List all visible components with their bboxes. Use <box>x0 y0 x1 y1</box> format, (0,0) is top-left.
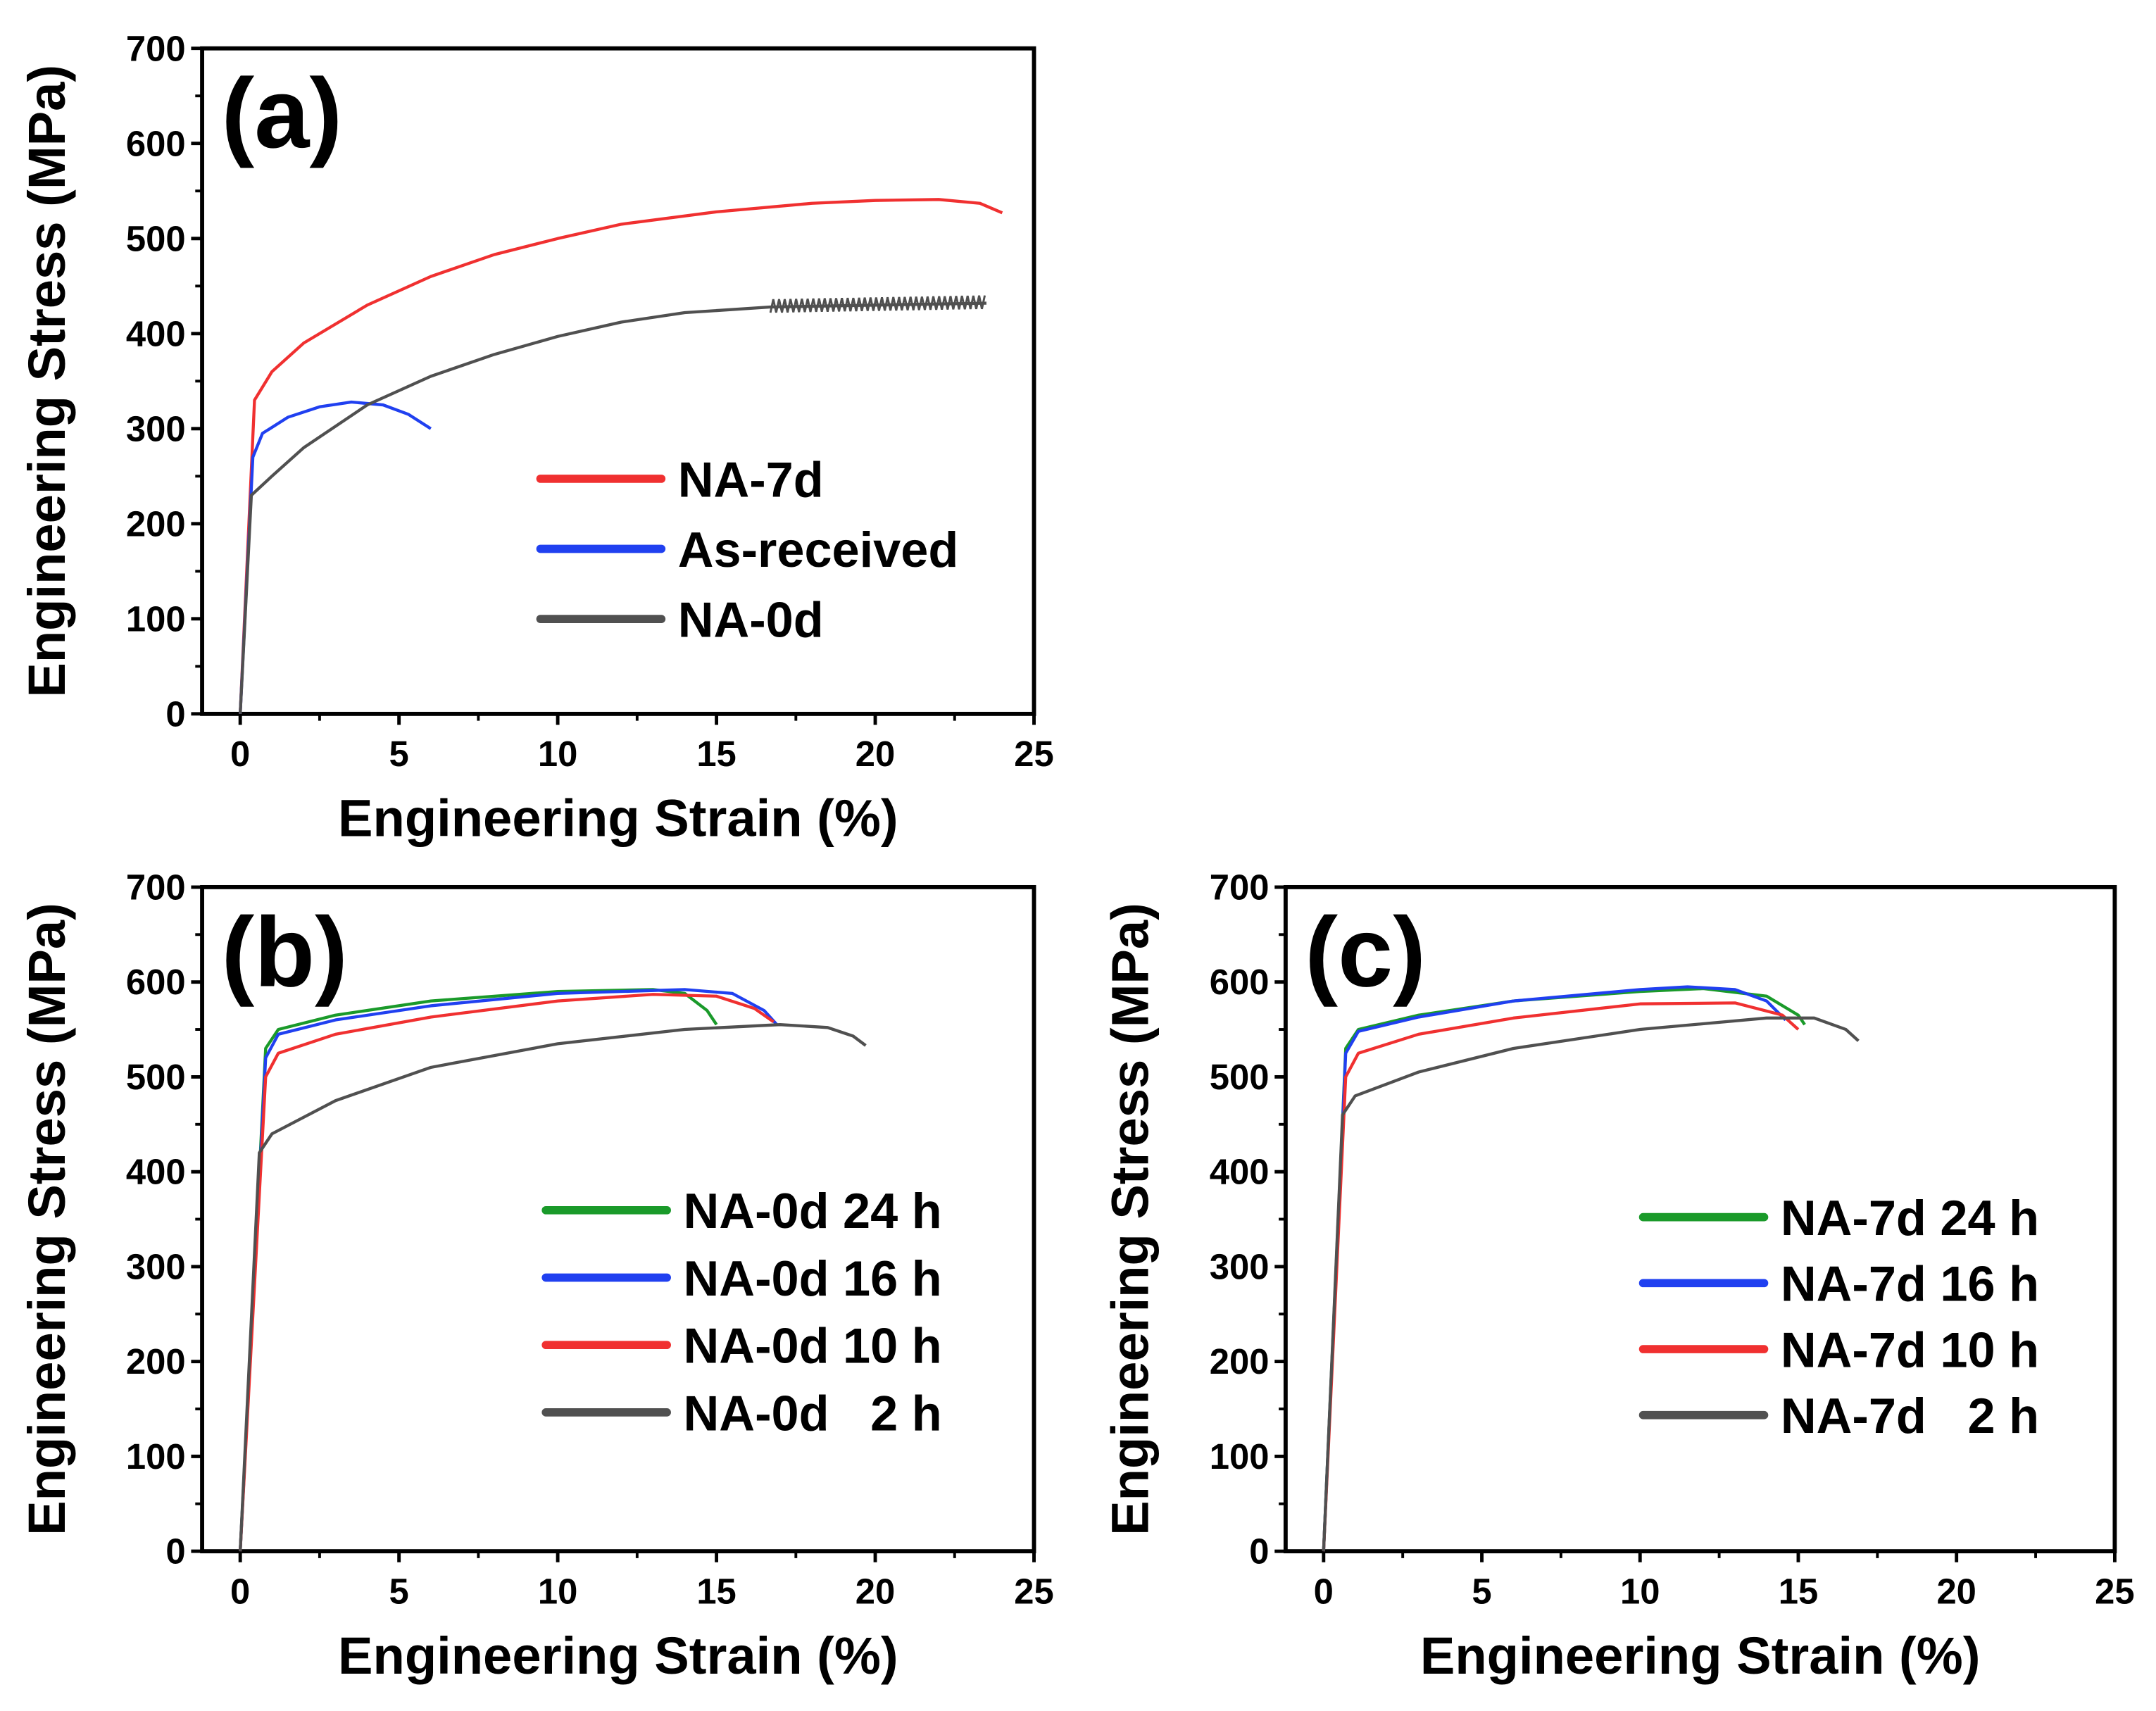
x-tick-label: 5 <box>389 1571 409 1611</box>
serration-line <box>769 295 986 313</box>
legend-label: NA-0d <box>678 592 824 648</box>
legend-label: NA-7d 10 h <box>1781 1322 2039 1377</box>
y-tick-label: 300 <box>126 408 186 449</box>
series-line-3 <box>1322 1016 1860 1552</box>
chart-panel-a: 0 100 200 300 400 500 600 700 0 5 10 15 20 25 Engineer… <box>18 28 1054 847</box>
x-tick-label: 0 <box>230 1571 250 1611</box>
x-tick-label: 25 <box>2095 1571 2134 1611</box>
series-line-0 <box>1322 986 1806 1552</box>
panel-label: (c) <box>1305 897 1426 1008</box>
series-line-3 <box>239 1023 867 1552</box>
series-line-1 <box>239 400 432 714</box>
y-tick-label: 200 <box>126 503 186 544</box>
x-tick-label: 5 <box>1472 1571 1491 1611</box>
x-tick-label: 15 <box>1779 1571 1818 1611</box>
x-tick-label: 20 <box>855 1571 895 1611</box>
series-line-0 <box>239 988 718 1552</box>
y-axis-label: Engineering Stress (MPa) <box>18 65 76 698</box>
y-tick-label: 700 <box>126 867 186 907</box>
x-tick-label: 25 <box>1014 734 1053 774</box>
x-tick-label: 15 <box>696 734 736 774</box>
x-tick-label: 10 <box>538 1571 577 1611</box>
x-tick-label: 10 <box>538 734 577 774</box>
legend-label: NA-0d 24 h <box>684 1183 942 1239</box>
y-tick-label: 600 <box>126 123 186 163</box>
y-tick-label: 500 <box>126 218 186 258</box>
y-tick-label: 100 <box>126 1436 186 1477</box>
y-axis-label: Engineering Stress (MPa) <box>18 903 76 1536</box>
series-line-1 <box>239 988 778 1552</box>
legend-label: NA-0d 2 h <box>684 1385 942 1441</box>
y-tick-label: 300 <box>1210 1246 1270 1286</box>
x-tick-label: 10 <box>1620 1571 1660 1611</box>
x-tick-label: 15 <box>696 1571 736 1611</box>
y-tick-label: 100 <box>1210 1436 1270 1477</box>
y-tick-label: 100 <box>126 598 186 639</box>
series-line-1 <box>1322 985 1787 1552</box>
y-tick-label: 0 <box>1249 1531 1269 1572</box>
y-tick-label: 400 <box>126 1152 186 1192</box>
panel-label: (a) <box>221 58 342 168</box>
legend-label: NA-7d 16 h <box>1781 1256 2039 1312</box>
y-tick-label: 0 <box>165 1531 185 1572</box>
legend-label: NA-7d 24 h <box>1781 1190 2039 1246</box>
chart-panel-c: 0 100 200 300 400 500 600 700 0 5 10 15 20 25 Engineer… <box>1101 867 2135 1684</box>
x-tick-label: 25 <box>1014 1571 1053 1611</box>
y-tick-label: 500 <box>1210 1057 1270 1097</box>
y-tick-label: 700 <box>1210 867 1270 907</box>
y-tick-label: 700 <box>126 28 186 68</box>
legend-label: NA-0d 16 h <box>684 1251 942 1306</box>
series-line-2 <box>239 301 986 714</box>
panel-label: (b) <box>221 897 348 1008</box>
y-tick-label: 200 <box>1210 1341 1270 1381</box>
series-line-0 <box>239 198 1003 714</box>
x-tick-label: 0 <box>1314 1571 1334 1611</box>
y-tick-label: 600 <box>126 962 186 1002</box>
y-tick-label: 200 <box>126 1341 186 1381</box>
y-tick-label: 500 <box>126 1057 186 1097</box>
x-axis-label: Engineering Strain (%) <box>1420 1627 1981 1685</box>
y-tick-label: 400 <box>126 313 186 353</box>
x-axis-label: Engineering Strain (%) <box>338 1627 898 1685</box>
series-line-2 <box>239 993 775 1552</box>
legend-label: NA-7d 2 h <box>1781 1388 2039 1443</box>
x-axis-label: Engineering Strain (%) <box>338 789 898 848</box>
y-tick-label: 600 <box>1210 962 1270 1002</box>
x-tick-label: 20 <box>855 734 895 774</box>
x-tick-label: 0 <box>230 734 250 774</box>
legend-label: NA-7d <box>678 451 824 507</box>
y-tick-label: 0 <box>165 694 185 734</box>
x-tick-label: 20 <box>1936 1571 1976 1611</box>
y-axis-label: Engineering Stress (MPa) <box>1101 903 1160 1536</box>
series-line-2 <box>1322 1001 1800 1552</box>
chart-panel-b: 0 100 200 300 400 500 600 700 0 5 10 15 20 25 Engineer… <box>18 867 1054 1684</box>
x-tick-label: 5 <box>389 734 409 774</box>
legend-label: NA-0d 10 h <box>684 1318 942 1374</box>
y-tick-label: 300 <box>126 1246 186 1286</box>
legend-label: As-received <box>678 522 959 577</box>
y-tick-label: 400 <box>1210 1152 1270 1192</box>
